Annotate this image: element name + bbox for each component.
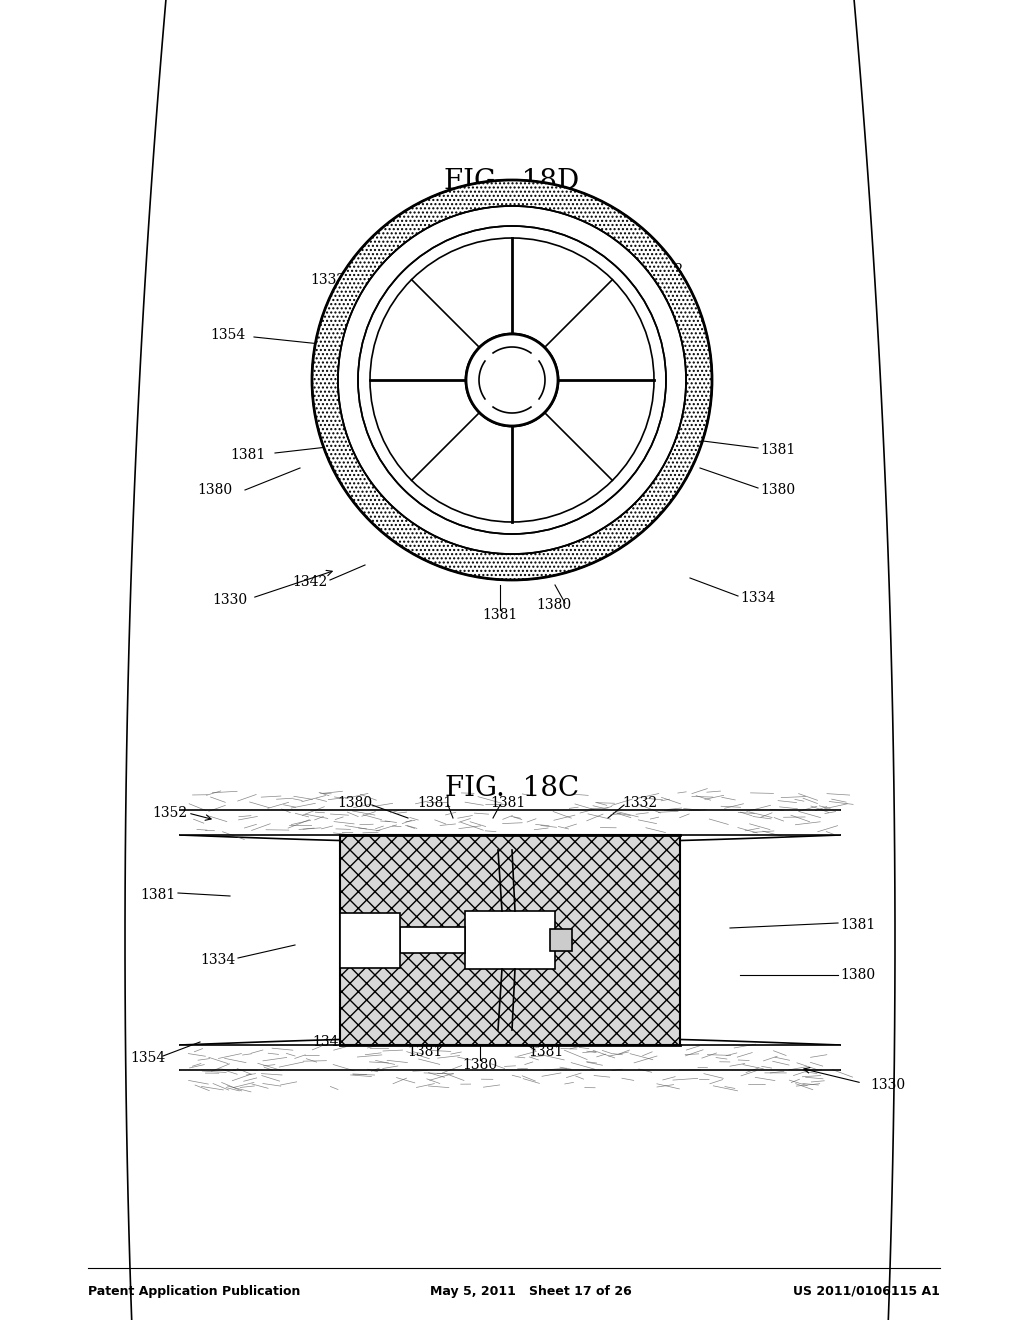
Text: 1334: 1334 bbox=[740, 591, 775, 605]
Text: 1342: 1342 bbox=[312, 1035, 347, 1049]
Text: 1342: 1342 bbox=[293, 576, 328, 589]
Text: 1381: 1381 bbox=[442, 209, 477, 222]
Text: 1381: 1381 bbox=[140, 888, 176, 902]
Text: 1381: 1381 bbox=[408, 1045, 442, 1059]
Text: 1380: 1380 bbox=[463, 1059, 498, 1072]
Text: 1381: 1381 bbox=[760, 444, 796, 457]
Text: 1330: 1330 bbox=[212, 593, 248, 607]
Text: 1330: 1330 bbox=[870, 1078, 905, 1092]
Text: 1352: 1352 bbox=[648, 263, 683, 277]
Bar bbox=[180, 788, 840, 836]
Text: 1381: 1381 bbox=[422, 343, 458, 356]
Text: US 2011/0106115 A1: US 2011/0106115 A1 bbox=[794, 1284, 940, 1298]
Text: 1332: 1332 bbox=[623, 796, 657, 810]
Text: 1380: 1380 bbox=[408, 234, 442, 247]
Text: 1381: 1381 bbox=[482, 609, 517, 622]
Text: 1381: 1381 bbox=[418, 796, 453, 810]
Text: 1381: 1381 bbox=[490, 796, 525, 810]
Text: May 5, 2011   Sheet 17 of 26: May 5, 2011 Sheet 17 of 26 bbox=[430, 1284, 632, 1298]
Circle shape bbox=[466, 334, 558, 426]
Text: 1354: 1354 bbox=[210, 327, 246, 342]
Text: 1332: 1332 bbox=[310, 273, 345, 286]
Circle shape bbox=[466, 334, 558, 426]
Text: 1380: 1380 bbox=[760, 483, 795, 498]
Text: 1380: 1380 bbox=[840, 968, 876, 982]
Text: FIG.  18C: FIG. 18C bbox=[445, 775, 579, 803]
Bar bbox=[340, 836, 680, 1045]
Bar bbox=[340, 912, 400, 968]
Text: FIG.  18D: FIG. 18D bbox=[444, 168, 580, 195]
Text: 1352: 1352 bbox=[153, 807, 187, 820]
Text: 1380: 1380 bbox=[338, 796, 373, 810]
Text: 1354: 1354 bbox=[130, 1051, 166, 1065]
Text: 1381: 1381 bbox=[528, 360, 563, 375]
Text: 1381: 1381 bbox=[335, 385, 370, 399]
Text: 1381: 1381 bbox=[528, 1045, 563, 1059]
Text: 1380: 1380 bbox=[198, 483, 232, 498]
Text: 1381: 1381 bbox=[840, 917, 876, 932]
Bar bbox=[400, 927, 465, 953]
Bar bbox=[465, 911, 555, 969]
Text: 1334: 1334 bbox=[201, 953, 236, 968]
Bar bbox=[180, 1045, 840, 1092]
Text: Patent Application Publication: Patent Application Publication bbox=[88, 1284, 300, 1298]
Circle shape bbox=[370, 238, 654, 521]
Circle shape bbox=[312, 180, 712, 579]
Text: 1381: 1381 bbox=[230, 447, 265, 462]
Text: 1381: 1381 bbox=[459, 363, 494, 378]
Text: 1380: 1380 bbox=[537, 598, 571, 612]
Bar bbox=[550, 929, 572, 950]
